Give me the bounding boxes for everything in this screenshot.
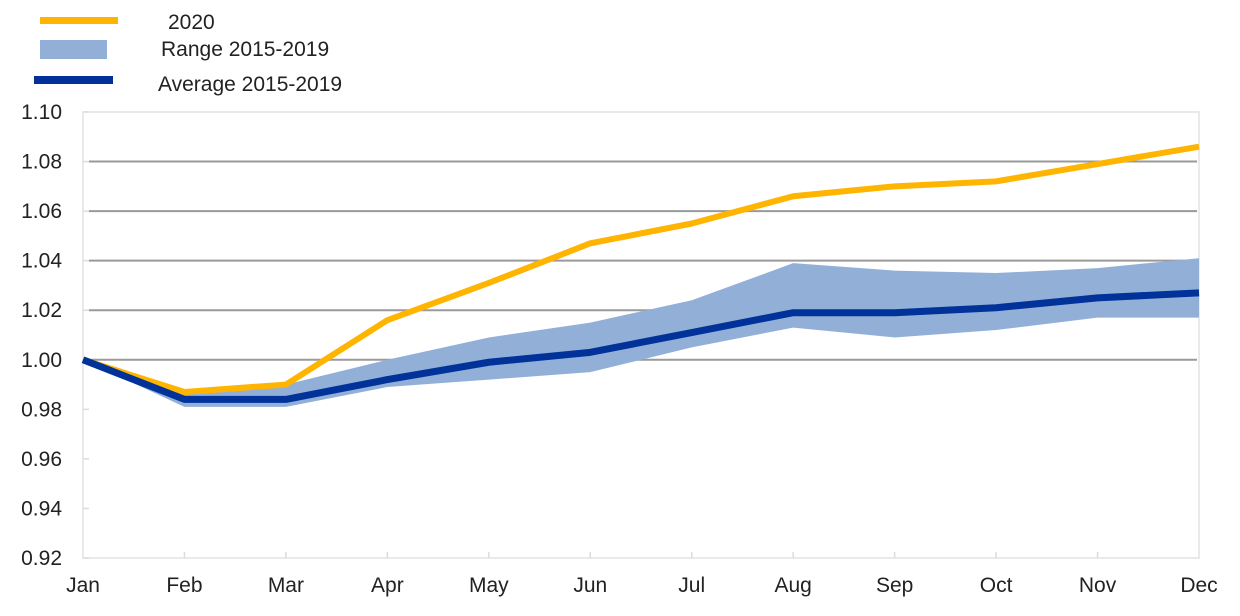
legend-label-average: Average 2015-2019 [158, 73, 342, 96]
y-axis-labels: 0.92 0.94 0.96 0.98 1.00 1.02 1.04 1.06 1.08 1.10 [21, 101, 62, 570]
plot-area: 0.92 0.94 0.96 0.98 1.00 1.02 1.04 1.06 1.08 1.10… [21, 101, 1218, 597]
x-tick-label-jul: Jul [678, 574, 705, 597]
legend-swatch-average [34, 76, 113, 84]
y-tick-label: 1.00 [21, 349, 62, 372]
y-tick-label: 1.02 [21, 299, 62, 322]
legend-label-range: Range 2015-2019 [161, 38, 329, 61]
x-axis-labels: Jan Feb Mar Apr May Jun Jul Aug Sep Oct Nov Dec [66, 574, 1218, 597]
y-tick-label: 1.04 [21, 250, 62, 273]
legend-item-2020: 2020 [40, 11, 215, 34]
y-tick-label: 0.94 [21, 497, 62, 520]
series-line-average-2015-2019 [81, 289, 1200, 403]
y-tick-label: 1.10 [21, 101, 62, 124]
x-tick-label-may: May [469, 574, 509, 597]
y-axis-ticks [83, 111, 89, 559]
x-tick-label-nov: Nov [1079, 574, 1117, 597]
legend-item-range: Range 2015-2019 [40, 38, 329, 61]
x-tick-label-jan: Jan [66, 574, 100, 597]
plot-frame [82, 111, 1200, 559]
x-tick-label-dec: Dec [1180, 574, 1217, 597]
x-tick-label-jun: Jun [573, 574, 607, 597]
series-band-range-2015-2019 [83, 258, 1199, 407]
series-layer [81, 143, 1200, 407]
legend-item-average: Average 2015-2019 [34, 73, 342, 96]
x-tick-label-feb: Feb [166, 574, 202, 597]
legend-label-2020: 2020 [168, 11, 215, 34]
x-tick-label-oct: Oct [980, 574, 1013, 597]
y-tick-label: 0.92 [21, 547, 62, 570]
x-tick-label-sep: Sep [876, 574, 913, 597]
legend-swatch-2020 [40, 17, 118, 24]
y-tick-label: 1.06 [21, 200, 62, 223]
series-line-2020 [82, 143, 1200, 395]
x-tick-label-apr: Apr [371, 574, 404, 597]
x-tick-label-mar: Mar [268, 574, 304, 597]
x-tick-label-aug: Aug [774, 574, 811, 597]
x-axis-ticks [183, 552, 1099, 558]
y-tick-label: 0.96 [21, 448, 62, 471]
legend: 2020 Range 2015-2019 Average 2015-2019 [34, 11, 342, 96]
y-tick-label: 0.98 [21, 398, 62, 421]
y-tick-label: 1.08 [21, 151, 62, 174]
legend-swatch-range [40, 40, 107, 59]
